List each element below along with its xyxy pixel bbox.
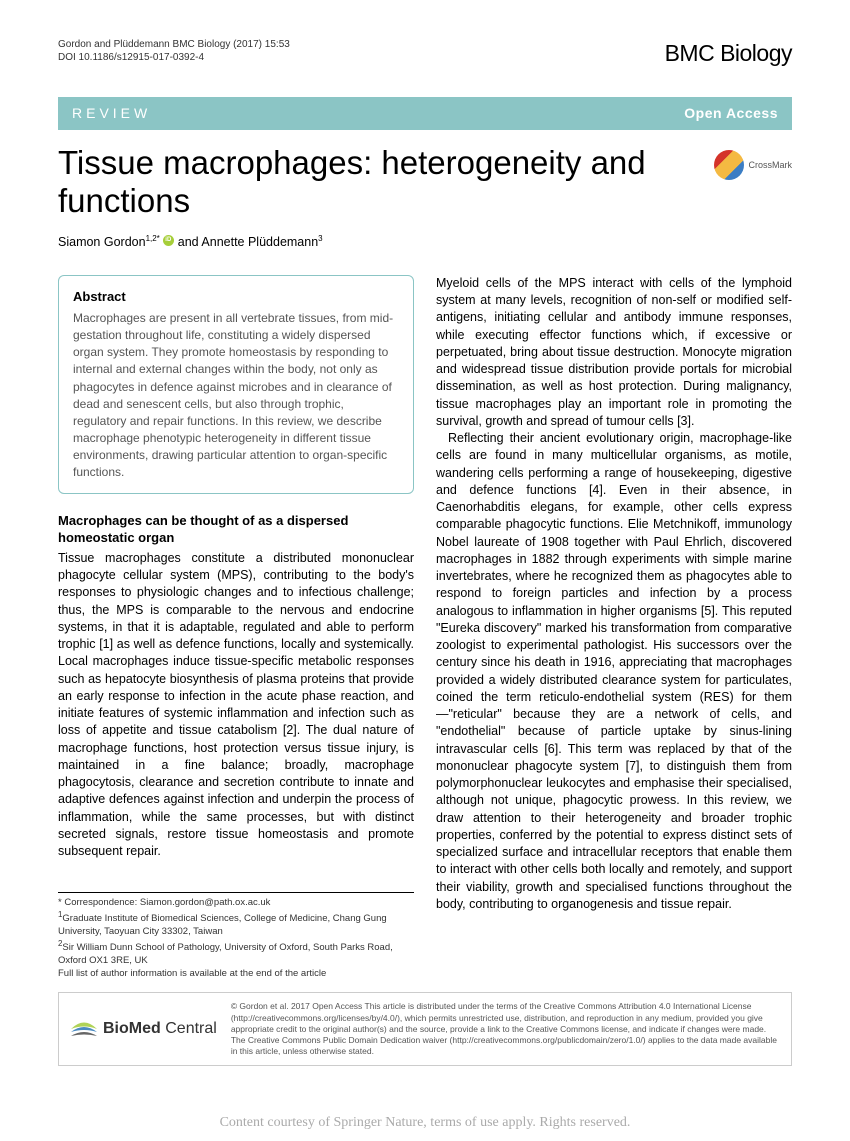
orcid-icon[interactable] xyxy=(163,235,174,246)
license-text: © Gordon et al. 2017 Open Access This ar… xyxy=(231,1001,781,1056)
biomed-central-logo: BioMed Central xyxy=(69,1014,217,1044)
article-title: Tissue macrophages: heterogeneity and fu… xyxy=(58,144,714,220)
right-para-2: Reflecting their ancient evolutionary or… xyxy=(436,430,792,913)
header-citation: Gordon and Plüddemann BMC Biology (2017)… xyxy=(58,38,290,51)
section-heading-1: Macrophages can be thought of as a dispe… xyxy=(58,512,414,547)
left-body-text: Tissue macrophages constitute a distribu… xyxy=(58,550,414,861)
header-doi: DOI 10.1186/s12915-017-0392-4 xyxy=(58,51,290,64)
author-1-affil: 1,2* xyxy=(146,234,160,243)
author-1: Siamon Gordon xyxy=(58,235,146,249)
right-body-text: Myeloid cells of the MPS interact with c… xyxy=(436,275,792,913)
biomed-text-2: Central xyxy=(165,1020,217,1037)
journal-name: BMC Biology xyxy=(665,38,792,69)
watermark: Content courtesy of Springer Nature, ter… xyxy=(0,1096,850,1141)
article-type-banner: REVIEW Open Access xyxy=(58,97,792,130)
running-header: Gordon and Plüddemann BMC Biology (2017)… xyxy=(58,38,792,69)
abstract-text: Macrophages are present in all vertebrat… xyxy=(73,310,399,480)
header-citation-block: Gordon and Plüddemann BMC Biology (2017)… xyxy=(58,38,290,64)
crossmark-badge[interactable]: CrossMark xyxy=(714,150,792,180)
author-list: Siamon Gordon1,2* and Annette Plüddemann… xyxy=(58,234,792,251)
correspondence: * Correspondence: Siamon.gordon@path.ox.… xyxy=(58,897,414,910)
crossmark-icon xyxy=(714,150,744,180)
open-access-label: Open Access xyxy=(684,104,778,123)
affiliation-1: 1Graduate Institute of Biomedical Scienc… xyxy=(58,910,414,939)
author-2-affil: 3 xyxy=(318,234,322,243)
article-type-label: REVIEW xyxy=(72,104,151,123)
abstract-box: Abstract Macrophages are present in all … xyxy=(58,275,414,494)
abstract-heading: Abstract xyxy=(73,288,399,306)
footnotes: * Correspondence: Siamon.gordon@path.ox.… xyxy=(58,892,414,980)
affiliation-2: 2Sir William Dunn School of Pathology, U… xyxy=(58,939,414,968)
left-column: Abstract Macrophages are present in all … xyxy=(58,275,414,981)
right-column: Myeloid cells of the MPS interact with c… xyxy=(436,275,792,981)
right-para-1: Myeloid cells of the MPS interact with c… xyxy=(436,276,792,428)
full-author-list-note: Full list of author information is avail… xyxy=(58,968,414,981)
author-2: and Annette Plüddemann xyxy=(178,235,318,249)
biomed-text-1: BioMed xyxy=(103,1020,161,1037)
biomed-swoosh-icon xyxy=(69,1014,99,1044)
crossmark-label: CrossMark xyxy=(748,159,792,171)
license-box: BioMed Central © Gordon et al. 2017 Open… xyxy=(58,992,792,1065)
